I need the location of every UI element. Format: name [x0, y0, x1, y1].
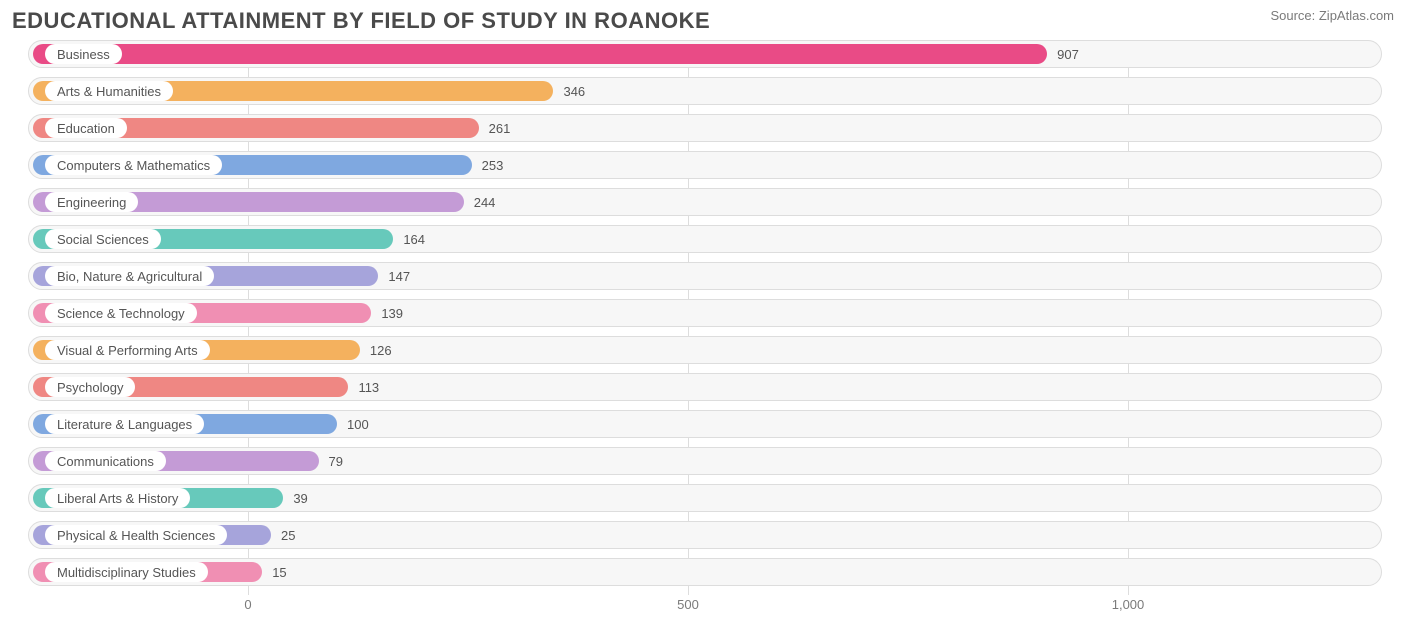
category-label: Business: [57, 47, 110, 62]
bar-row: Bio, Nature & Agricultural 147: [28, 262, 1382, 290]
bar-row: Engineering 244: [28, 188, 1382, 216]
category-pill: Communications: [45, 451, 166, 471]
bar-row: Business 907: [28, 40, 1382, 68]
category-pill: Liberal Arts & History: [45, 488, 190, 508]
category-label: Liberal Arts & History: [57, 491, 178, 506]
chart-title: EDUCATIONAL ATTAINMENT BY FIELD OF STUDY…: [12, 8, 710, 34]
category-pill: Science & Technology: [45, 303, 197, 323]
category-pill: Engineering: [45, 192, 138, 212]
category-label: Physical & Health Sciences: [57, 528, 215, 543]
category-pill: Visual & Performing Arts: [45, 340, 210, 360]
category-label: Engineering: [57, 195, 126, 210]
category-label: Education: [57, 121, 115, 136]
category-label: Bio, Nature & Agricultural: [57, 269, 202, 284]
value-label: 253: [482, 152, 504, 178]
x-tick-label: 500: [677, 597, 699, 612]
value-label: 39: [293, 485, 307, 511]
category-pill: Business: [45, 44, 122, 64]
category-label: Arts & Humanities: [57, 84, 161, 99]
header: EDUCATIONAL ATTAINMENT BY FIELD OF STUDY…: [12, 8, 1394, 34]
bar-row: Arts & Humanities 346: [28, 77, 1382, 105]
category-label: Literature & Languages: [57, 417, 192, 432]
bar-row: Literature & Languages 100: [28, 410, 1382, 438]
bar-row: Physical & Health Sciences 25: [28, 521, 1382, 549]
bar-fill: [33, 44, 1047, 64]
value-label: 113: [358, 374, 379, 400]
value-label: 244: [474, 189, 496, 215]
bar-row: Science & Technology 139: [28, 299, 1382, 327]
bar-row: Education 261: [28, 114, 1382, 142]
bar-row: Multidisciplinary Studies 15: [28, 558, 1382, 586]
bar-row: Liberal Arts & History 39: [28, 484, 1382, 512]
value-label: 907: [1057, 41, 1079, 67]
category-pill: Psychology: [45, 377, 135, 397]
value-label: 346: [563, 78, 585, 104]
category-label: Communications: [57, 454, 154, 469]
value-label: 25: [281, 522, 295, 548]
category-pill: Arts & Humanities: [45, 81, 173, 101]
category-label: Multidisciplinary Studies: [57, 565, 196, 580]
bar-row: Visual & Performing Arts 126: [28, 336, 1382, 364]
x-tick-label: 0: [244, 597, 251, 612]
bar-row: Psychology 113: [28, 373, 1382, 401]
chart-container: EDUCATIONAL ATTAINMENT BY FIELD OF STUDY…: [0, 0, 1406, 631]
category-pill: Bio, Nature & Agricultural: [45, 266, 214, 286]
bar-row: Social Sciences 164: [28, 225, 1382, 253]
category-pill: Social Sciences: [45, 229, 161, 249]
value-label: 139: [381, 300, 403, 326]
chart-area: Business 907 Arts & Humanities 346 Education…: [12, 40, 1394, 625]
value-label: 164: [403, 226, 425, 252]
bars-wrap: Business 907 Arts & Humanities 346 Education…: [12, 40, 1394, 586]
value-label: 100: [347, 411, 369, 437]
category-label: Social Sciences: [57, 232, 149, 247]
category-label: Science & Technology: [57, 306, 185, 321]
value-label: 126: [370, 337, 392, 363]
category-pill: Computers & Mathematics: [45, 155, 222, 175]
source-label: Source: ZipAtlas.com: [1270, 8, 1394, 23]
category-label: Visual & Performing Arts: [57, 343, 198, 358]
bar-row: Computers & Mathematics 253: [28, 151, 1382, 179]
x-tick-label: 1,000: [1112, 597, 1145, 612]
category-pill: Physical & Health Sciences: [45, 525, 227, 545]
category-label: Computers & Mathematics: [57, 158, 210, 173]
category-label: Psychology: [57, 380, 123, 395]
x-axis: 0 500 1,000: [12, 595, 1394, 625]
category-pill: Education: [45, 118, 127, 138]
category-pill: Literature & Languages: [45, 414, 204, 434]
value-label: 79: [329, 448, 343, 474]
value-label: 261: [489, 115, 511, 141]
value-label: 147: [388, 263, 410, 289]
value-label: 15: [272, 559, 286, 585]
bar-row: Communications 79: [28, 447, 1382, 475]
category-pill: Multidisciplinary Studies: [45, 562, 208, 582]
